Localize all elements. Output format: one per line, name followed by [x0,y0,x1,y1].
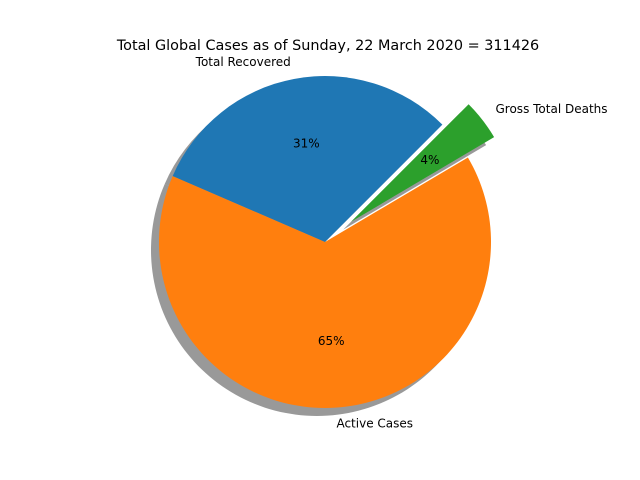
slice-label-active-cases: Active Cases [336,417,413,431]
slice-label-total-recovered: Total Recovered [195,55,291,69]
slice-total-recovered [172,76,443,242]
slice-percent-total-recovered: 31% [293,137,320,151]
pie-slices [158,76,495,408]
slice-label-gross-total-deaths: Gross Total Deaths [496,102,608,116]
slice-gross-total-deaths [351,104,495,222]
pie-labels: Total Recovered 31% Active Cases 65% Gross T… [195,55,608,431]
slice-percent-gross-total-deaths: 4% [420,153,439,167]
slice-percent-active-cases: 65% [318,334,345,348]
chart-title: Total Global Cases as of Sunday, 22 Marc… [116,38,539,54]
slice-active-cases [158,157,491,408]
